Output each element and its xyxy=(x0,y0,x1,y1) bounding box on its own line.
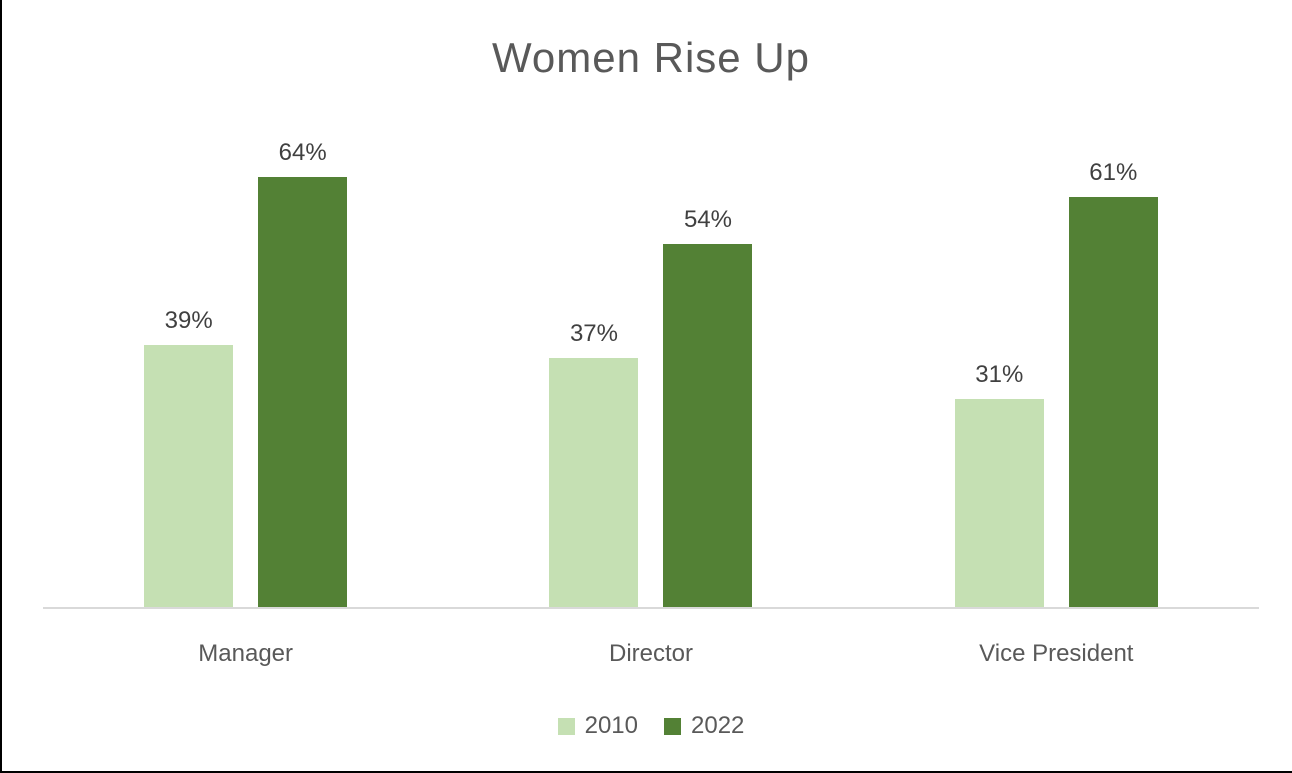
legend-item-2010: 2010 xyxy=(557,712,638,740)
bar-2022-vice-president xyxy=(1068,197,1158,607)
category-label-manager: Manager xyxy=(198,640,294,667)
data-label-2022-vice-president: 61% xyxy=(1089,159,1138,186)
category-axis: Manager Director Vice President xyxy=(43,640,1259,668)
data-label-2022-director: 54% xyxy=(683,206,732,233)
bar-group-vice-president: 31% 61% xyxy=(854,120,1259,607)
bar-cell-2022-manager: 64% xyxy=(258,139,348,607)
bar-group-manager: 39% 64% xyxy=(43,120,448,607)
data-label-2010-vice-president: 31% xyxy=(975,361,1024,388)
legend-label-2010: 2010 xyxy=(584,712,638,739)
bars-row: 39% 64% 37% 54% 31% 61% xyxy=(43,120,1259,607)
category-label-director: Director xyxy=(608,640,693,667)
bar-cell-2010-manager: 39% xyxy=(144,307,234,607)
bar-group-director: 37% 54% xyxy=(448,120,853,607)
legend-label-2022: 2022 xyxy=(691,712,745,739)
data-label-2022-manager: 64% xyxy=(278,139,327,166)
chart-title: Women Rise Up xyxy=(492,34,810,81)
plot-area: 39% 64% 37% 54% 31% 61% xyxy=(43,120,1259,609)
bar-2022-director xyxy=(663,244,753,607)
bar-2022-manager xyxy=(258,177,348,607)
bar-2010-director xyxy=(549,358,639,607)
bar-cell-2022-director: 54% xyxy=(663,206,753,607)
legend-swatch-2010 xyxy=(557,717,575,735)
bar-cell-2010-vice-president: 31% xyxy=(954,361,1044,607)
bar-cell-2022-vice-president: 61% xyxy=(1068,159,1158,607)
legend-item-2022: 2022 xyxy=(664,712,744,740)
bar-2010-vice-president xyxy=(954,399,1044,607)
data-label-2010-director: 37% xyxy=(569,320,618,347)
bar-2010-manager xyxy=(144,345,234,607)
legend: 2010 2022 xyxy=(43,712,1259,740)
legend-swatch-2022 xyxy=(664,717,681,735)
data-label-2010-manager: 39% xyxy=(164,307,213,334)
category-label-vice-president: Vice President xyxy=(979,640,1134,667)
bar-cell-2010-director: 37% xyxy=(549,320,639,607)
